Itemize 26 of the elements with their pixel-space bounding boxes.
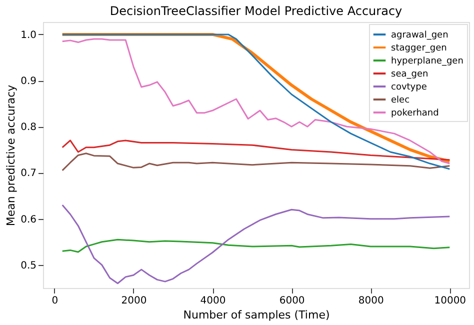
y-tick-label: 1.0 [20,30,36,41]
y-axis-title: Mean predictive accuracy [4,84,18,226]
y-tick-label: 0.7 [20,168,36,180]
x-tick-label: 6000 [279,296,305,306]
y-tick-label: 0.6 [20,214,36,226]
x-tick-label: 8000 [358,296,384,306]
legend-label: agrawal_gen [391,30,448,40]
chart-title: DecisionTreeClassifier Model Predictive Accuracy [110,4,402,18]
y-tick-label: 0.9 [20,76,36,88]
line-series [62,152,450,172]
legend-label: elec [391,96,410,106]
x-tick-label: 2000 [121,296,147,306]
legend-label: pokerhand [391,108,439,118]
y-tick-label: 0.5 [20,260,36,272]
x-tick-label: 0 [52,296,58,306]
line-series [62,204,450,284]
y-tick-label: 0.8 [20,122,36,134]
x-axis-title: Number of samples (Time) [183,308,330,322]
legend-label: covtype [391,82,428,92]
line-series [62,140,450,161]
line-series [62,238,450,253]
legend-label: hyperplane_gen [391,56,464,66]
x-tick-label: 4000 [200,296,226,306]
legend-label: stagger_gen [391,44,447,54]
x-tick-label: 10000 [434,296,466,306]
legend-label: sea_gen [391,70,428,80]
